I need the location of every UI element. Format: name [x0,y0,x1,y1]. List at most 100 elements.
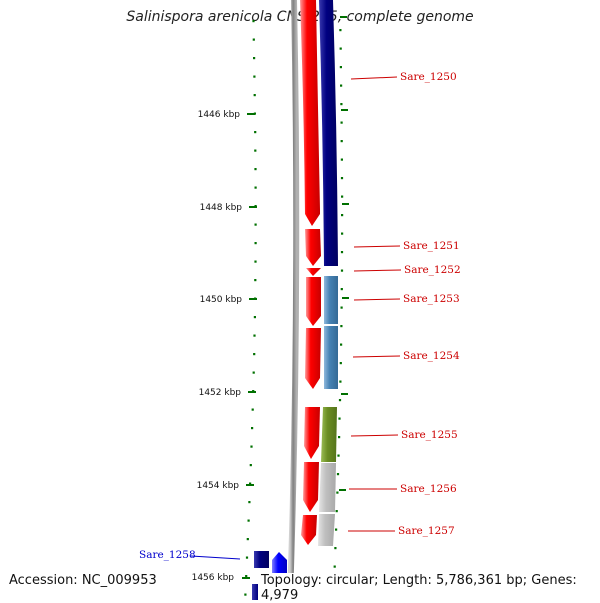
minor-tick [340,343,343,346]
minor-tick [245,556,249,559]
gene-label-sare-1250[interactable]: Sare_1250 [400,71,457,83]
minor-tick [247,519,250,522]
cds-sare-1257-rev[interactable] [318,514,335,546]
axis-tick-label: 1454 kbp [197,481,240,491]
minor-tick [254,149,257,152]
minor-tick [333,565,336,568]
minor-tick [253,75,256,78]
minor-tick [339,47,342,50]
minor-tick [336,473,340,476]
minor-tick [254,223,257,226]
cds-sare-1254-fwd[interactable] [305,328,321,389]
axis-tick-1446: 1446 kbp [198,110,255,120]
minor-tick [340,306,343,309]
minor-tick [340,84,343,87]
minor-tick [251,427,254,430]
backbone-arc [287,0,300,600]
axis-tick-1450: 1450 kbp [200,295,257,305]
cds-sare-1251-fwd[interactable] [305,229,321,266]
reverse-strand-features [318,0,338,546]
minor-tick [340,140,343,143]
gene-label-sare-1254[interactable]: Sare_1254 [403,350,460,362]
gene-label-sare-1256[interactable]: Sare_1256 [400,483,457,495]
map-title: Salinispora arenicola CNS-205, complete … [126,9,474,25]
gene-labels: Sare_1250 Sare_1251 Sare_1252 Sare_1253 … [139,71,461,561]
minor-tick [246,538,249,541]
gene-label-sare-1253[interactable]: Sare_1253 [403,293,460,305]
axis-tick-label: 1450 kbp [200,295,243,305]
minor-tick [339,29,342,32]
minor-tick [340,103,343,106]
minor-tick [254,242,257,245]
minor-tick [252,371,255,374]
gene-label-sare-1257[interactable]: Sare_1257 [398,525,455,537]
cds-sare-1252-fwd[interactable] [306,268,321,276]
cds-sare-1256-rev[interactable] [319,463,336,512]
minor-tick [339,362,342,365]
minor-tick [334,547,337,550]
minor-tick [254,279,257,282]
minor-tick [254,260,257,263]
minor-tick [253,316,256,319]
minor-tick [254,131,257,134]
minor-tick [340,269,344,272]
minor-tick [337,454,340,457]
forward-strand-features [300,0,321,545]
minor-tick [250,445,253,448]
axis-tick-label: 1452 kbp [199,388,242,398]
axis-tick-1448: 1448 kbp [200,203,257,213]
gene-label-sare-1251[interactable]: Sare_1251 [403,240,460,252]
minor-tick [340,177,344,180]
axis-tick-1452: 1452 kbp [199,388,256,398]
cds-sare-1253-fwd[interactable] [306,277,321,326]
minor-tick [341,195,344,198]
minor-tick [340,325,343,328]
minor-tick [253,334,256,337]
cds-sare-1255-rev[interactable] [321,407,337,462]
minor-ticks-inner [244,20,257,596]
minor-tick [340,288,343,291]
minor-tick [244,593,247,596]
minor-tick [254,186,257,189]
outer-major-ticks [339,16,349,491]
cds-sare-1257-fwd[interactable] [301,515,317,545]
gene-label-sare-1258[interactable]: Sare_1258 [139,549,196,561]
genome-summary-text: Topology: circular; Length: 5,786,361 bp… [258,573,600,603]
minor-tick [254,168,257,171]
cds-sare-1258-gc[interactable] [254,551,269,568]
minor-tick [253,57,256,60]
minor-tick [339,66,342,69]
cds-sare-1250-rev[interactable] [319,0,338,266]
minor-tick [338,436,341,439]
minor-tick [340,121,343,124]
minor-tick [253,353,256,356]
minor-tick [340,158,343,161]
cds-sare-1255-fwd[interactable] [304,407,320,459]
minor-tick [251,408,254,411]
minor-tick [245,575,248,578]
minor-tick [340,251,344,254]
accession-text: Accession: NC_009953 [9,573,161,588]
minor-tick [249,464,252,467]
minor-tick [338,417,341,420]
gene-label-sare-1252[interactable]: Sare_1252 [404,264,461,276]
axis-tick-label: 1446 kbp [198,110,241,120]
minor-tick [249,482,252,485]
minor-tick [338,399,342,402]
axis-tick-label: 1448 kbp [200,203,243,213]
minor-tick [252,20,255,23]
minor-tick [341,232,344,235]
axis-tick-1454: 1454 kbp [197,481,254,491]
cds-sare-1256-fwd[interactable] [303,462,319,512]
minor-tick [248,501,251,504]
minor-tick [335,510,338,513]
cds-sare-1253-rev[interactable] [324,276,338,324]
cds-sare-1250-fwd[interactable] [300,0,320,226]
minor-tick [336,491,339,494]
minor-tick [253,94,256,97]
minor-tick [252,38,255,41]
minor-tick [335,528,338,531]
gene-label-sare-1255[interactable]: Sare_1255 [401,429,458,441]
cds-sare-1254-rev[interactable] [324,326,338,389]
